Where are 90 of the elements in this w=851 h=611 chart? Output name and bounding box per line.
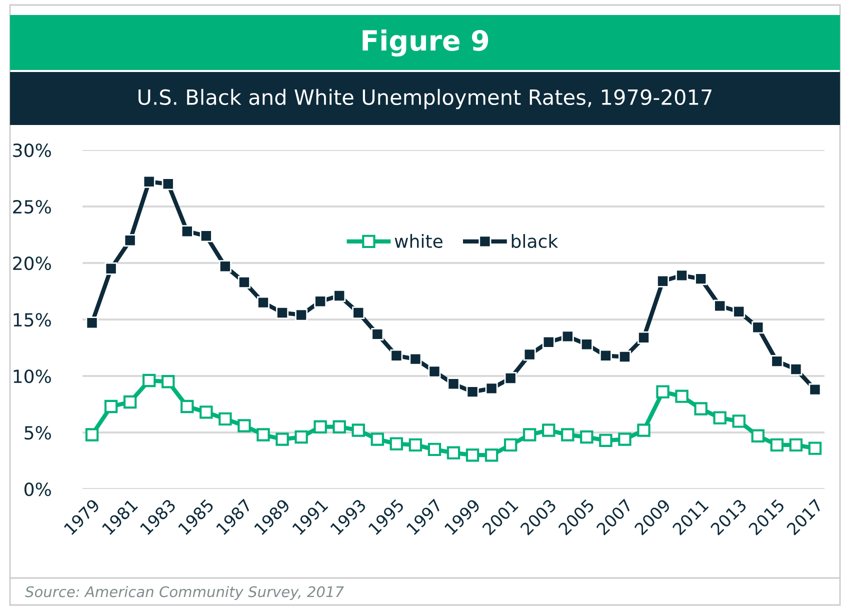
y-tick-label: 15% [14,312,51,327]
point [466,448,480,462]
point [85,428,99,442]
point [352,306,365,319]
point [504,438,518,452]
point [390,437,404,450]
point [333,290,346,302]
point [104,262,118,275]
point [466,386,479,398]
point [770,355,784,368]
point [618,432,632,446]
point [599,434,612,448]
chart-title: Figure 9 [362,29,488,57]
point [485,382,498,395]
point [86,316,98,330]
point [238,276,250,288]
point [770,438,784,452]
point [294,430,308,444]
point [371,328,384,340]
point [295,308,308,322]
point [789,438,803,452]
legend-label: white [394,234,442,248]
point [162,375,175,388]
point [256,296,270,309]
point [808,442,822,455]
point [390,349,403,362]
point [276,432,289,446]
point [352,424,365,437]
point [561,330,574,343]
point [675,390,688,403]
point [162,178,174,190]
point [124,234,136,247]
point [580,430,594,444]
point [732,414,746,428]
point [752,321,764,334]
point [142,175,156,188]
point [370,432,384,446]
point [656,385,670,398]
point [694,272,708,286]
legend-label: black [512,234,558,248]
point [314,420,327,434]
point [142,374,156,388]
point [714,300,726,312]
point [580,338,593,351]
point [751,429,765,442]
point [446,446,460,460]
point [123,395,137,409]
point [218,412,232,426]
point [504,372,517,385]
y-tick-label: 5% [24,426,51,440]
point [314,295,327,308]
point [542,424,556,437]
point [676,269,688,282]
point [484,448,498,462]
point [713,411,726,424]
point [694,402,708,416]
point [637,424,650,437]
point [428,365,441,378]
point [808,383,822,396]
point [409,352,422,366]
point [656,274,670,288]
y-tick-label: 25% [13,200,51,214]
point [618,350,631,364]
point [599,349,612,362]
point [790,362,802,376]
y-tick-label: 10% [14,369,51,384]
point [732,305,746,318]
y-tick-label: 30% [13,143,51,158]
point [447,378,460,390]
point [238,419,251,432]
point [523,428,536,442]
y-tick-label: 20% [13,256,51,270]
point [200,406,213,419]
y-tick-label: 0% [24,482,51,496]
point [200,230,212,242]
point [256,428,270,442]
point [408,438,422,452]
point [218,260,232,273]
point [428,442,442,456]
point [180,225,194,238]
point [561,428,574,442]
point [276,306,289,319]
point [180,400,194,414]
chart-subtitle: U.S. Black and White Unemployment Rates, 1979-2017 [138,88,712,110]
point [523,348,536,361]
point [332,420,346,434]
point [542,336,555,348]
point [104,400,118,414]
source-note: Source: American Community Survey, 2017 [25,586,344,600]
point [638,331,650,344]
